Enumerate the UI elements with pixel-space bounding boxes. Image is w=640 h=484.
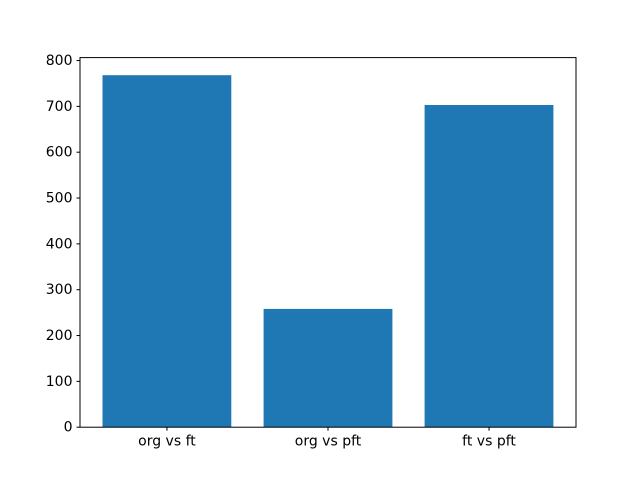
y-tick-label: 100 — [46, 374, 73, 390]
x-tick-label-ft-vs-pft: ft vs pft — [462, 434, 516, 450]
x-tick-label-org-vs-ft: org vs ft — [138, 434, 196, 450]
y-tick-label: 600 — [46, 145, 73, 161]
y-tick-label: 0 — [64, 420, 73, 436]
bar-ft-vs-pft — [424, 105, 554, 428]
bar-org-vs-ft — [102, 75, 232, 428]
x-tick-label-org-vs-pft: org vs pft — [295, 434, 362, 450]
y-tick-label: 500 — [46, 191, 73, 207]
y-tick-label: 800 — [46, 53, 73, 69]
bar-org-vs-pft — [263, 308, 393, 428]
y-tick-label: 400 — [46, 236, 73, 252]
y-tick-label: 200 — [46, 328, 73, 344]
y-tick-label: 300 — [46, 282, 73, 298]
y-tick-label: 700 — [46, 99, 73, 115]
